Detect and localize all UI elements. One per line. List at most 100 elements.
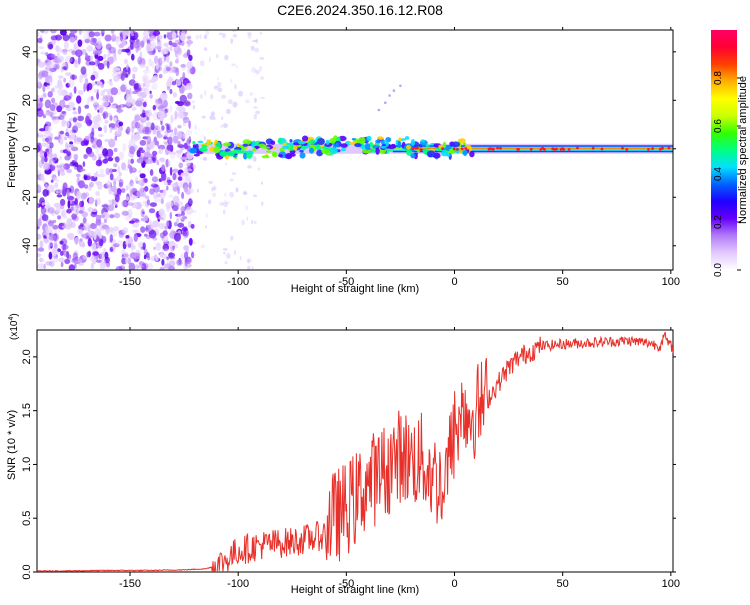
noise-speck [57,170,61,177]
noise-speck [153,246,156,251]
noise-speck [73,86,77,94]
noise-speck [226,253,231,259]
signal-peak [562,148,566,151]
noise-speck [148,58,153,67]
noise-speck [37,247,45,252]
noise-speck [252,156,257,162]
noise-speck [115,266,123,270]
signal-peak [576,146,579,150]
noise-speck [102,100,110,107]
signal-blob [451,141,460,148]
snr-line [37,331,673,572]
noise-speck [188,54,193,62]
noise-speck [103,219,108,223]
noise-speck [52,224,59,230]
noise-speck [152,74,159,82]
noise-speck [76,45,79,50]
colorbar-tick-label: 0.6 [713,119,724,133]
noise-speck [251,67,257,73]
signal-blob [188,147,197,154]
noise-speck [164,159,171,168]
noise-speck [93,172,97,178]
noise-speck [55,205,61,214]
noise-speck [111,73,116,77]
noise-speck [84,104,90,109]
signal-blob [243,152,248,160]
noise-speck [134,114,141,122]
signal-blob [214,139,218,144]
noise-speck [82,255,88,260]
signal-blob [426,150,436,158]
signal-blob [270,140,276,145]
noise-speck [209,56,211,63]
noise-speck [37,233,42,240]
noise-speck [42,92,47,98]
noise-speck [37,72,43,80]
noise-speck [52,85,59,90]
noise-speck [107,80,113,84]
noise-speck [173,243,179,249]
noise-speck [37,153,40,157]
noise-speck [99,168,105,174]
signal-blob [463,150,468,156]
noise-speck [59,30,67,36]
noise-speck [47,146,53,155]
noise-speck [227,99,233,105]
noise-speck [216,53,219,59]
noise-speck [77,115,84,122]
noise-speck [246,216,249,222]
noise-speck [129,179,134,187]
y-tick-label: -20 [21,189,33,205]
noise-speck [241,219,246,226]
noise-speck [199,60,205,67]
noise-speck [99,33,103,37]
noise-speck [166,123,171,130]
noise-speck [260,201,264,207]
noise-speck [117,165,121,175]
noise-speck [165,66,171,72]
noise-speck [65,132,70,137]
noise-region [37,30,266,270]
signal-blob [317,138,325,145]
noise-speck [158,222,165,230]
snr-scale-close: ) [9,313,20,316]
noise-speck [139,173,146,179]
noise-speck [247,265,251,270]
signal-blob [405,136,410,140]
noise-speck [76,208,79,216]
noise-speck [168,40,173,46]
noise-speck [73,153,79,161]
noise-speck [158,35,163,40]
noise-speck [155,255,159,262]
noise-speck [92,115,99,125]
noise-speck [153,193,157,200]
noise-speck [90,242,97,251]
noise-speck [59,112,66,117]
noise-speck [163,34,167,39]
noise-speck [168,265,175,270]
noise-speck [79,238,83,242]
noise-speck [54,136,60,140]
signal-peak [529,147,533,151]
noise-speck [148,50,155,56]
noise-speck [175,67,180,77]
noise-speck [49,67,57,72]
signal-blob [358,136,366,145]
noise-speck [249,258,252,263]
noise-speck [78,180,85,189]
noise-speck [93,89,98,93]
noise-speck [70,30,78,34]
noise-speck [49,104,56,112]
noise-speck [183,251,189,260]
noise-speck [172,135,179,144]
noise-speck [179,33,186,42]
noise-speck [133,40,140,49]
signal-streak [384,101,387,104]
noise-speck [119,32,124,42]
signal-blob [285,153,293,160]
noise-speck [59,163,66,172]
noise-speck [180,211,185,217]
noise-speck [186,151,194,160]
noise-speck [185,206,193,215]
noise-speck [168,65,175,74]
